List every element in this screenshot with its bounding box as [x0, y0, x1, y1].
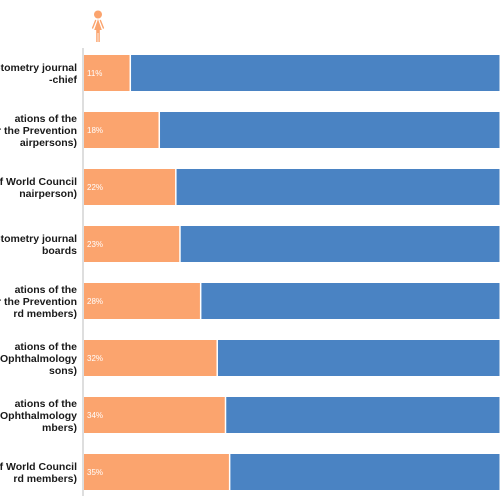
category-label-line: or the Prevention [0, 296, 77, 308]
bar-men-3 [180, 226, 500, 262]
category-label-line: ptometry journal [0, 62, 77, 74]
data-label-5: 32% [87, 354, 103, 363]
bar-women-2 [84, 169, 176, 205]
category-label-line: sons) [49, 365, 77, 377]
bar-women-4 [84, 283, 200, 319]
category-label-line: ations of the [15, 113, 78, 125]
category-label-line: airpersons) [20, 137, 77, 149]
bar-men-2 [176, 169, 500, 205]
data-label-0: 11% [87, 69, 102, 78]
category-label-1: ations of theor the Preventionairpersons… [0, 113, 77, 149]
category-label-line: mbers) [42, 422, 77, 434]
category-label-line: ptometry journal [0, 233, 77, 245]
bar-men-0 [131, 55, 500, 91]
category-label-line: ations of the [15, 341, 78, 353]
category-label-line: boards [42, 245, 77, 257]
category-label-line: Of Ophthalmology [0, 410, 77, 422]
bar-women-3 [84, 226, 180, 262]
category-label-line: rd members) [13, 473, 77, 485]
data-label-7: 35% [87, 468, 103, 477]
data-label-3: 23% [87, 240, 103, 249]
female-figure-icon [91, 10, 105, 42]
category-label-line: rd members) [13, 308, 77, 320]
category-label-line: ations of the [15, 284, 78, 296]
category-label-line: or the Prevention [0, 125, 77, 137]
category-label-3: ptometry journal boards [0, 233, 77, 257]
category-label-line: Of Ophthalmology [0, 353, 77, 365]
bar-men-6 [226, 397, 500, 433]
category-label-line: s of World Council [0, 461, 77, 473]
category-label-0: ptometry journal -chief [0, 62, 77, 86]
data-label-2: 22% [87, 183, 103, 192]
bar-men-4 [201, 283, 500, 319]
data-label-6: 34% [87, 411, 103, 420]
category-label-line: s of World Council [0, 176, 77, 188]
bar-women-6 [84, 397, 225, 433]
category-label-line: nairperson) [19, 188, 77, 200]
category-label-line: ations of the [15, 398, 78, 410]
bar-women-5 [84, 340, 217, 376]
data-label-1: 18% [87, 126, 103, 135]
data-label-4: 28% [87, 297, 103, 306]
bar-men-1 [160, 112, 500, 148]
bar-men-7 [230, 454, 500, 490]
bar-men-5 [217, 340, 500, 376]
bar-women-1 [84, 112, 159, 148]
bar-women-0 [84, 55, 130, 91]
category-label-line: -chief [49, 74, 78, 86]
bar-women-7 [84, 454, 229, 490]
